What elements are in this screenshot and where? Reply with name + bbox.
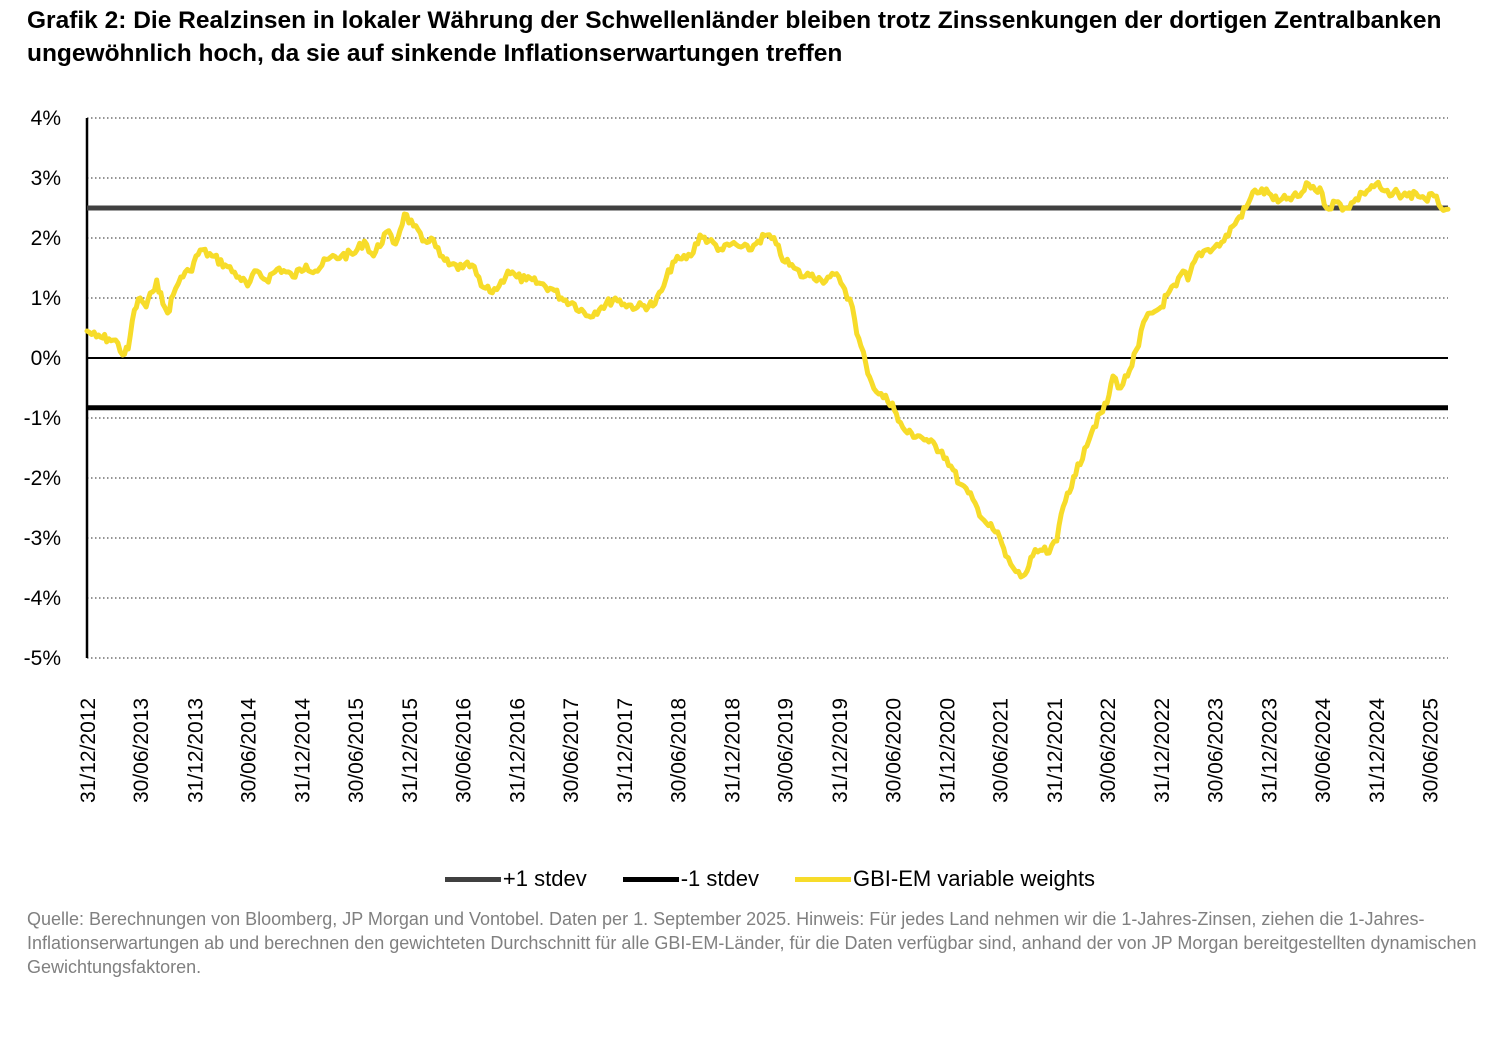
reference-lines — [87, 205, 1448, 411]
x-tick-label-30-06-2017: 30/06/2017 — [560, 698, 583, 803]
y-tick-label-4pct: 4% — [31, 107, 61, 130]
y-tick-label-minus-4pct: -4% — [24, 587, 61, 610]
x-tick-label-31-12-2016: 31/12/2016 — [507, 698, 530, 803]
chart-title: Grafik 2: Die Realzinsen in lokaler Währ… — [27, 7, 1442, 67]
x-tick-label-31-12-2021: 31/12/2021 — [1044, 698, 1067, 803]
legend-label-minus-1-stdev: -1 stdev — [680, 866, 759, 891]
x-tick-label-30-06-2019: 30/06/2019 — [775, 698, 798, 803]
x-tick-label-30-06-2023: 30/06/2023 — [1204, 698, 1227, 803]
x-tick-label-31-12-2014: 31/12/2014 — [292, 698, 315, 803]
x-tick-label-30-06-2018: 30/06/2018 — [667, 698, 690, 803]
x-tick-label-30-06-2025: 30/06/2025 — [1419, 698, 1442, 803]
x-tick-label-31-12-2015: 31/12/2015 — [399, 698, 422, 803]
y-tick-label-minus-2pct: -2% — [24, 467, 61, 490]
x-tick-label-30-06-2014: 30/06/2014 — [238, 698, 261, 803]
y-tick-label-1pct: 1% — [31, 287, 61, 310]
legend-item-gbi-em: GBI-EM variable weights — [794, 866, 1096, 892]
x-tick-label-30-06-2024: 30/06/2024 — [1312, 698, 1335, 803]
legend-item-plus-1-stdev: +1 stdev — [444, 866, 587, 892]
y-axis-tick-labels: 4% 3% 2% 1% 0% -1% -2% -3% -4% -5% — [24, 107, 61, 670]
y-tick-label-3pct: 3% — [31, 167, 61, 190]
legend-swatch-plus-1-stdev — [444, 876, 501, 882]
x-tick-label-31-12-2017: 31/12/2017 — [614, 698, 637, 803]
x-tick-label-30-06-2013: 30/06/2013 — [130, 698, 153, 803]
legend-label-plus-1-stdev: +1 stdev — [502, 866, 587, 891]
legend-swatch-gbi-em — [794, 876, 851, 882]
x-tick-label-31-12-2013: 31/12/2013 — [184, 698, 207, 803]
legend-label-gbi-em: GBI-EM variable weights — [852, 866, 1096, 891]
chart-plot: 4% 3% 2% 1% 0% -1% -2% -3% -4% -5% 31/12/2012 30/0… — [24, 107, 1451, 803]
legend-swatch-minus-1-stdev — [622, 876, 679, 882]
source-note: Quelle: Berechnungen von Bloomberg, JP M… — [27, 909, 1477, 977]
x-tick-label-31-12-2024: 31/12/2024 — [1366, 698, 1389, 803]
x-tick-label-31-12-2018: 31/12/2018 — [721, 698, 744, 803]
x-tick-label-30-06-2022: 30/06/2022 — [1097, 698, 1120, 803]
y-tick-label-0pct: 0% — [31, 347, 61, 370]
chart-legend: +1 stdev -1 stdev GBI-EM variable weight… — [0, 864, 1500, 894]
x-tick-label-30-06-2021: 30/06/2021 — [990, 698, 1013, 803]
x-tick-label-31-12-2023: 31/12/2023 — [1259, 698, 1282, 803]
y-tick-label-minus-3pct: -3% — [24, 527, 61, 550]
legend-item-minus-1-stdev: -1 stdev — [622, 866, 759, 892]
y-tick-label-2pct: 2% — [31, 227, 61, 250]
x-axis-tick-labels: 31/12/2012 30/06/2013 31/12/2013 30/06/2014… — [77, 698, 1442, 803]
x-tick-label-30-06-2016: 30/06/2016 — [453, 698, 476, 803]
x-tick-label-30-06-2020: 30/06/2020 — [882, 698, 905, 803]
x-tick-label-30-06-2015: 30/06/2015 — [345, 698, 368, 803]
x-tick-label-31-12-2019: 31/12/2019 — [829, 698, 852, 803]
x-tick-label-31-12-2012: 31/12/2012 — [77, 698, 100, 803]
y-tick-label-minus-5pct: -5% — [24, 647, 61, 670]
series-line-gbi-em-variable-weights — [84, 179, 1451, 580]
x-tick-label-31-12-2022: 31/12/2022 — [1151, 698, 1174, 803]
gridlines — [87, 117, 1448, 659]
x-tick-label-31-12-2020: 31/12/2020 — [936, 698, 959, 803]
y-tick-label-minus-1pct: -1% — [24, 407, 61, 430]
